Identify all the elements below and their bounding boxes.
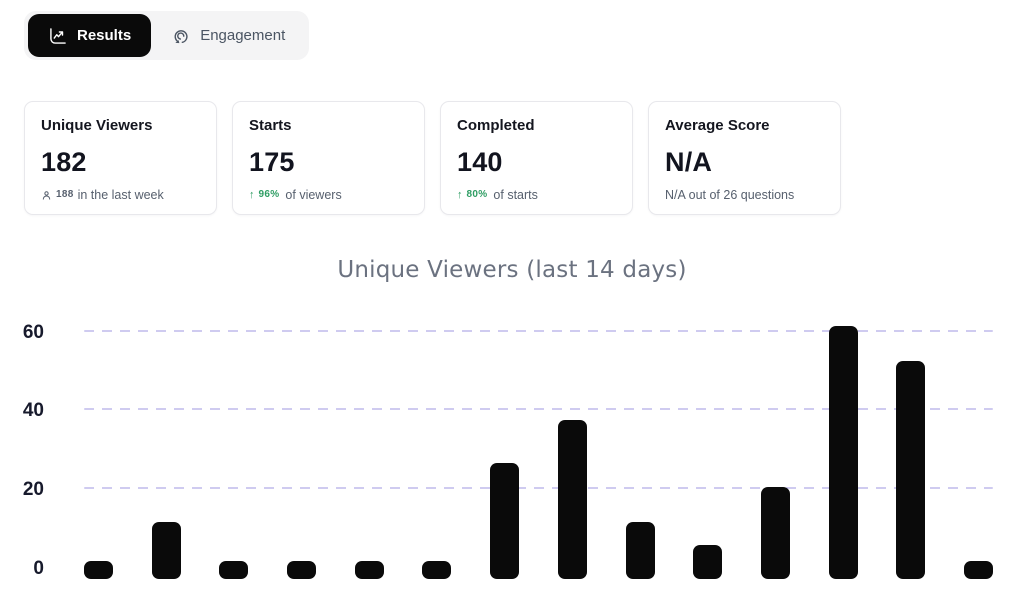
gridline — [84, 330, 993, 332]
bar — [422, 561, 452, 579]
bar — [151, 522, 181, 579]
bar — [828, 326, 858, 579]
stat-card-unique-viewers: Unique Viewers 182 188 in the last week — [24, 101, 217, 215]
y-axis-tick-label: 0 — [33, 558, 44, 579]
footer-count: 188 — [56, 188, 74, 200]
card-value: N/A — [665, 147, 713, 177]
stat-card-starts: Starts 175 ↑ 96% of viewers — [232, 101, 425, 215]
trend-up-icon: ↑ — [249, 189, 255, 201]
card-footer: 188 in the last week — [41, 188, 200, 202]
card-value: 175 — [249, 147, 295, 177]
bar — [760, 487, 790, 579]
card-value: 140 — [457, 147, 503, 177]
bars — [84, 326, 993, 579]
trend-up-icon: ↑ — [457, 189, 463, 201]
y-axis-tick-label: 40 — [22, 400, 44, 421]
stat-cards-row: Unique Viewers 182 188 in the last week … — [24, 101, 841, 215]
user-icon — [41, 190, 52, 201]
gridline — [84, 408, 993, 410]
chart-title: Unique Viewers (last 14 days) — [337, 257, 687, 283]
card-title: Completed — [457, 117, 535, 134]
card-title: Starts — [249, 117, 292, 134]
card-footer: ↑ 96% of viewers — [249, 188, 408, 202]
bar — [693, 545, 723, 579]
y-axis-tick-label: 20 — [22, 479, 44, 500]
delta-percent: 80% — [466, 188, 488, 200]
bar — [557, 420, 587, 579]
gridline — [84, 487, 993, 489]
tab-bar: Results Engagement — [24, 11, 310, 60]
footer-text: of viewers — [285, 188, 342, 202]
tab-engagement[interactable]: Engagement — [151, 14, 305, 57]
y-axis-tick-label: 60 — [22, 322, 44, 343]
card-title: Unique Viewers — [41, 117, 153, 134]
tab-engagement-label: Engagement — [200, 27, 286, 44]
tab-results[interactable]: Results — [28, 14, 152, 57]
unique-viewers-bar-chart: 60 40 20 0 — [0, 300, 1024, 602]
card-footer: N/A out of 26 questions — [665, 188, 824, 202]
footer-text: of starts — [493, 188, 538, 202]
bar — [219, 561, 249, 579]
bar — [625, 522, 655, 579]
card-value: 182 — [41, 147, 87, 177]
footer-text: N/A out of 26 questions — [665, 188, 795, 202]
tab-results-label: Results — [77, 27, 132, 44]
bar — [287, 561, 317, 579]
footer-text: in the last week — [77, 188, 164, 202]
stat-card-completed: Completed 140 ↑ 80% of starts — [440, 101, 633, 215]
spiral-arrow-icon — [171, 26, 191, 46]
stat-card-average-score: Average Score N/A N/A out of 26 question… — [648, 101, 841, 215]
bar — [896, 361, 926, 579]
bar — [84, 561, 113, 579]
card-title: Average Score — [665, 117, 770, 134]
bar — [490, 463, 520, 579]
bar — [963, 561, 993, 579]
bar — [354, 561, 384, 579]
delta-percent: 96% — [258, 188, 280, 200]
card-footer: ↑ 80% of starts — [457, 188, 616, 202]
line-chart-icon — [48, 26, 68, 46]
